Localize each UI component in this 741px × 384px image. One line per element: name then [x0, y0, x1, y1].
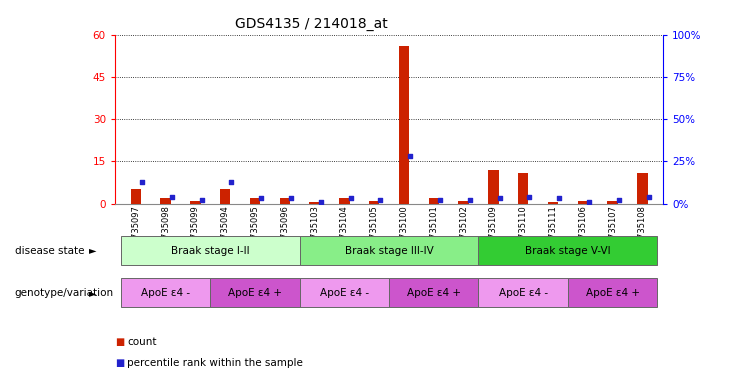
Text: Braak stage I-II: Braak stage I-II	[171, 245, 250, 256]
Bar	[518, 172, 528, 204]
Text: ApoE ε4 -: ApoE ε4 -	[499, 288, 548, 298]
Bar	[369, 201, 379, 204]
Text: ApoE ε4 -: ApoE ε4 -	[141, 288, 190, 298]
Point	[166, 194, 178, 200]
Point	[374, 197, 386, 203]
Point	[315, 199, 327, 205]
Bar	[130, 189, 141, 204]
Text: GDS4135 / 214018_at: GDS4135 / 214018_at	[235, 17, 388, 31]
Text: genotype/variation: genotype/variation	[15, 288, 114, 298]
Bar	[309, 202, 319, 204]
Text: Braak stage III-IV: Braak stage III-IV	[345, 245, 433, 256]
Text: ApoE ε4 +: ApoE ε4 +	[228, 288, 282, 298]
Text: ApoE ε4 -: ApoE ε4 -	[320, 288, 369, 298]
Point	[642, 194, 654, 200]
Bar	[121, 236, 299, 265]
Point	[196, 197, 207, 203]
Point	[613, 197, 625, 203]
Text: count: count	[127, 337, 157, 347]
Bar	[568, 278, 657, 308]
Bar	[160, 198, 170, 204]
Bar	[279, 198, 290, 204]
Bar	[479, 236, 657, 265]
Point	[434, 197, 446, 203]
Text: Braak stage V-VI: Braak stage V-VI	[525, 245, 611, 256]
Bar	[299, 278, 389, 308]
Bar	[220, 189, 230, 204]
Bar	[577, 201, 588, 204]
Point	[494, 195, 505, 202]
Bar	[339, 198, 350, 204]
Text: ■: ■	[115, 358, 124, 368]
Text: disease state: disease state	[15, 245, 84, 256]
Bar	[210, 278, 299, 308]
Bar	[608, 201, 618, 204]
Bar	[459, 201, 469, 204]
Text: ApoE ε4 +: ApoE ε4 +	[585, 288, 639, 298]
Bar	[190, 201, 201, 204]
Text: ►: ►	[89, 288, 96, 298]
Bar	[637, 172, 648, 204]
Bar	[121, 278, 210, 308]
Point	[523, 194, 535, 200]
Text: percentile rank within the sample: percentile rank within the sample	[127, 358, 303, 368]
Bar	[428, 198, 439, 204]
Bar	[389, 278, 479, 308]
Text: ApoE ε4 +: ApoE ε4 +	[407, 288, 461, 298]
Point	[554, 195, 565, 202]
Bar	[299, 236, 479, 265]
Bar	[548, 202, 558, 204]
Point	[583, 199, 595, 205]
Point	[285, 195, 297, 202]
Bar	[250, 198, 260, 204]
Bar	[488, 170, 499, 204]
Bar	[479, 278, 568, 308]
Text: ■: ■	[115, 337, 124, 347]
Text: ►: ►	[89, 245, 96, 256]
Point	[405, 153, 416, 159]
Bar	[399, 46, 409, 204]
Point	[345, 195, 356, 202]
Point	[225, 179, 237, 185]
Point	[136, 179, 148, 185]
Point	[464, 197, 476, 203]
Point	[255, 195, 267, 202]
